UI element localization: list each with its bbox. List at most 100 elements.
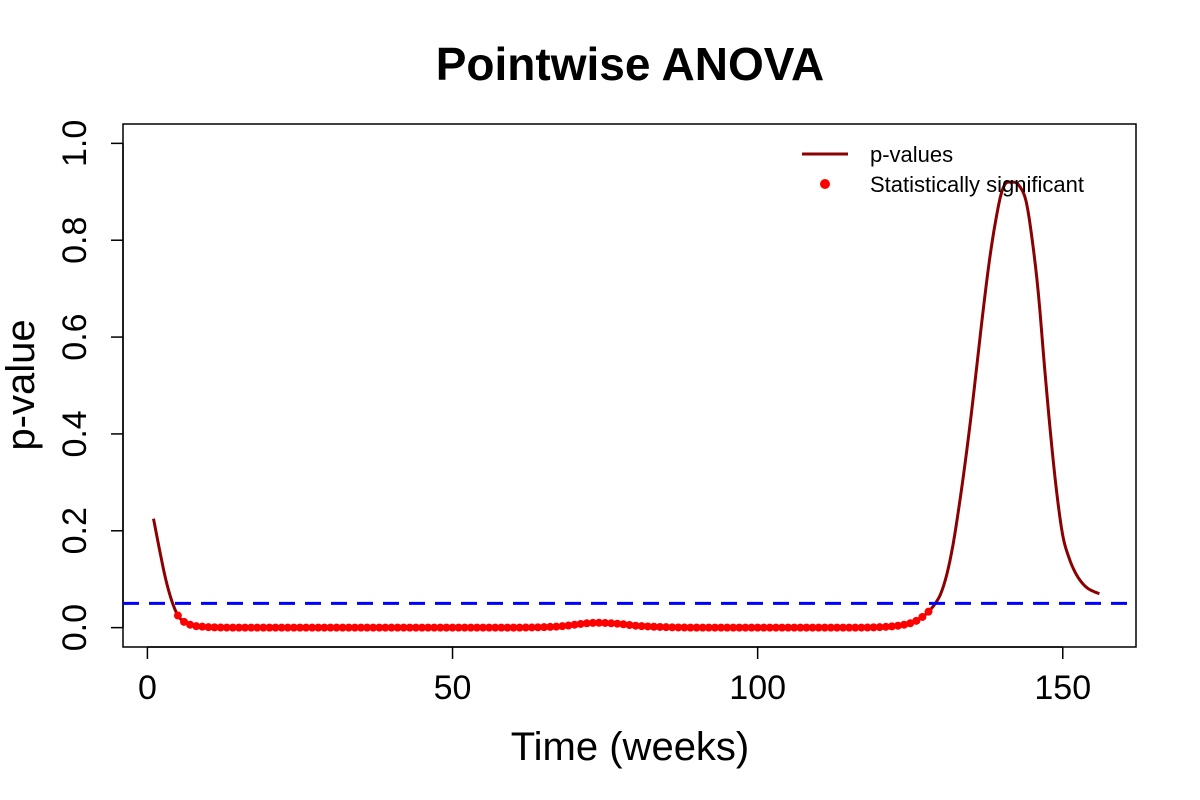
significant-point <box>723 623 732 632</box>
significant-point <box>472 623 481 632</box>
significant-point <box>222 623 231 632</box>
significant-point <box>546 622 555 631</box>
significant-point <box>656 622 665 631</box>
significant-point <box>491 623 500 632</box>
significant-point <box>875 623 884 632</box>
significant-point <box>869 623 878 632</box>
significant-point <box>192 622 201 631</box>
significant-point <box>173 611 182 620</box>
significant-point <box>765 623 774 632</box>
significant-point <box>832 623 841 632</box>
y-axis: 0.0 0.2 0.4 0.6 0.8 1.0 <box>56 120 124 651</box>
significant-point <box>234 623 243 632</box>
significant-point <box>454 623 463 632</box>
significant-point <box>576 619 585 628</box>
significant-point <box>448 623 457 632</box>
significant-point <box>918 612 927 621</box>
significant-point <box>692 623 701 632</box>
significant-point <box>912 616 921 625</box>
y-tick-label: 0.4 <box>56 410 94 457</box>
significant-point <box>527 623 536 632</box>
significant-point <box>601 618 610 627</box>
significant-point <box>894 621 903 630</box>
significant-point <box>363 623 372 632</box>
significant-point <box>857 623 866 632</box>
significant-point <box>778 623 787 632</box>
y-tick-label: 0.2 <box>56 507 94 554</box>
significant-point <box>668 623 677 632</box>
significant-point <box>295 623 304 632</box>
significant-point <box>582 619 591 628</box>
significant-point <box>375 623 384 632</box>
significant-point <box>698 623 707 632</box>
significant-point <box>326 623 335 632</box>
significant-point <box>771 623 780 632</box>
significant-point <box>271 623 280 632</box>
significant-point <box>204 623 213 632</box>
significant-point <box>588 618 597 627</box>
significant-point <box>753 623 762 632</box>
significant-point <box>710 623 719 632</box>
significant-point <box>283 623 292 632</box>
significant-point <box>399 623 408 632</box>
significant-point <box>643 622 652 631</box>
significant-point <box>619 620 628 629</box>
legend: p-values Statistically significant <box>802 142 1084 197</box>
significant-point <box>424 623 433 632</box>
significant-point <box>393 623 402 632</box>
significant-point <box>369 623 378 632</box>
significant-point <box>900 620 909 629</box>
significant-point <box>338 623 347 632</box>
significant-point <box>729 623 738 632</box>
significant-point <box>747 623 756 632</box>
significant-point <box>430 623 439 632</box>
significant-point <box>662 623 671 632</box>
significant-point <box>924 607 933 616</box>
x-tick-label: 0 <box>138 669 157 707</box>
significant-point <box>570 620 579 629</box>
significant-point <box>552 622 561 631</box>
significant-point <box>826 623 835 632</box>
y-axis-label: p-value <box>0 319 43 450</box>
significant-point <box>887 622 896 631</box>
significant-point <box>466 623 475 632</box>
significant-point <box>350 623 359 632</box>
significant-point <box>210 623 219 632</box>
legend-line-label: p-values <box>870 142 953 167</box>
significant-point <box>253 623 262 632</box>
significant-point <box>277 623 286 632</box>
significant-point <box>594 618 603 627</box>
significant-point <box>198 622 207 631</box>
significant-point <box>607 619 616 628</box>
significant-point <box>790 623 799 632</box>
significant-point <box>344 623 353 632</box>
significant-point <box>540 623 549 632</box>
significant-point <box>613 619 622 628</box>
significant-point <box>180 617 189 626</box>
significant-point <box>802 623 811 632</box>
significant-point <box>387 623 396 632</box>
significant-point <box>820 623 829 632</box>
significant-point <box>436 623 445 632</box>
significant-point <box>460 623 469 632</box>
significant-point <box>717 623 726 632</box>
significant-point <box>216 623 225 632</box>
significant-point <box>625 620 634 629</box>
significant-point <box>247 623 256 632</box>
x-tick-label: 100 <box>729 669 786 707</box>
significant-point <box>320 623 329 632</box>
legend-point-swatch <box>820 179 830 189</box>
significant-point <box>259 623 268 632</box>
significant-point <box>411 623 420 632</box>
y-tick-label: 0.0 <box>56 604 94 651</box>
significant-point <box>704 623 713 632</box>
significant-point <box>851 623 860 632</box>
significant-point <box>906 619 915 628</box>
significant-point <box>680 623 689 632</box>
significant-point <box>228 623 237 632</box>
significant-point <box>845 623 854 632</box>
significant-point <box>479 623 488 632</box>
significant-point <box>515 623 524 632</box>
significant-point <box>497 623 506 632</box>
